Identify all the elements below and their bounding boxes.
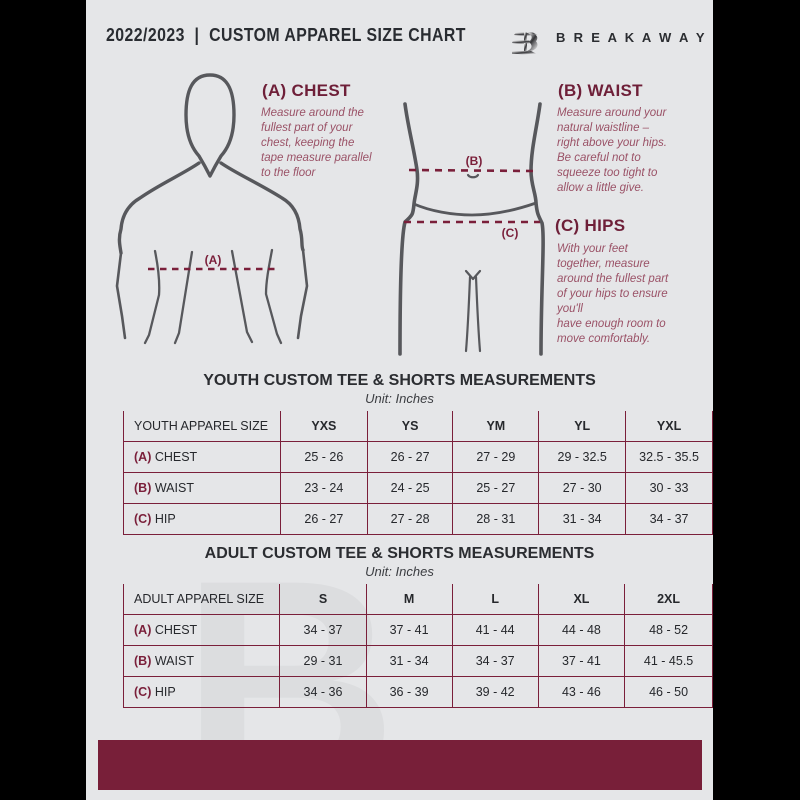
svg-text:(B): (B) [466, 154, 483, 168]
svg-text:(C): (C) [502, 226, 519, 240]
svg-text:(A): (A) [205, 253, 222, 267]
